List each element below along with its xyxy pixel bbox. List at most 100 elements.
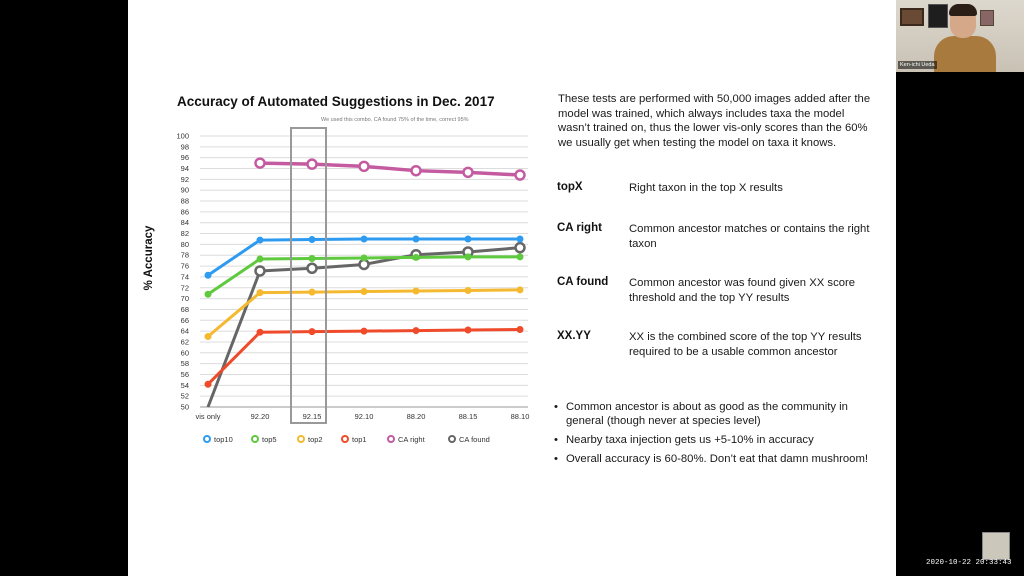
y-tick-label: 68 bbox=[181, 305, 189, 314]
y-tick-label: 58 bbox=[181, 359, 189, 368]
x-tick-label: 88.10 bbox=[511, 412, 530, 421]
series-line-top1 bbox=[206, 327, 521, 386]
data-point-ca-right bbox=[358, 160, 370, 173]
data-point-ca-found bbox=[306, 262, 318, 274]
highlighted-column-box bbox=[290, 127, 327, 424]
def-xx-yy: XX is the combined score of the top YY r… bbox=[629, 331, 862, 358]
term-ca-found: CA found bbox=[557, 276, 609, 288]
data-point-top10 bbox=[412, 235, 420, 243]
data-point-top10 bbox=[204, 271, 212, 279]
term-topx: topX bbox=[557, 181, 583, 193]
bullet-item: Overall accuracy is 60-80%. Don’t eat th… bbox=[554, 452, 874, 466]
y-tick-label: 90 bbox=[181, 186, 189, 195]
y-tick-label: 74 bbox=[181, 272, 189, 281]
chart-annotation: We used this combo. CA found 75% of the … bbox=[321, 117, 469, 123]
data-point-top10 bbox=[464, 235, 472, 243]
legend-marker-ca-right bbox=[387, 435, 395, 443]
chart-title: Accuracy of Automated Suggestions in Dec… bbox=[177, 94, 495, 109]
data-point-top10 bbox=[256, 236, 264, 244]
data-point-top1 bbox=[464, 326, 472, 334]
legend-marker-top5 bbox=[251, 435, 259, 443]
y-tick-label: 84 bbox=[181, 218, 189, 227]
data-point-top5 bbox=[412, 253, 420, 261]
data-point-ca-right bbox=[306, 158, 318, 170]
data-point-top2 bbox=[464, 286, 472, 294]
term-ca-right: CA right bbox=[557, 222, 602, 234]
def-topx: Right taxon in the top X results bbox=[629, 182, 783, 194]
bullet-list: Common ancestor is about as good as the … bbox=[554, 400, 874, 471]
legend-marker-ca-found bbox=[448, 435, 456, 443]
x-tick-label: 88.15 bbox=[459, 412, 478, 421]
participant-name-label: Ken-ichi Ueda bbox=[898, 61, 937, 69]
data-point-top10 bbox=[516, 235, 524, 243]
y-tick-label: 54 bbox=[181, 381, 189, 390]
data-point-top10 bbox=[360, 235, 368, 243]
x-tick-label: 88.20 bbox=[407, 412, 426, 421]
data-point-ca-right bbox=[514, 169, 526, 181]
y-tick-label: 88 bbox=[181, 197, 189, 206]
data-point-top1 bbox=[516, 325, 524, 333]
legend-label-top5: top5 bbox=[262, 435, 277, 444]
data-point-ca-right bbox=[410, 164, 422, 177]
accuracy-line-chart: 5052545658606264666870727476788082848688… bbox=[143, 127, 530, 444]
wall-picture bbox=[980, 10, 994, 26]
def-ca-found: Common ancestor was found given XX score… bbox=[629, 277, 856, 304]
presentation-slide: Accuracy of Automated Suggestions in Dec… bbox=[128, 0, 896, 576]
x-tick-label: 92.20 bbox=[251, 412, 270, 421]
y-tick-label: 80 bbox=[181, 240, 189, 249]
data-point-top10 bbox=[308, 236, 316, 244]
data-point-top2 bbox=[308, 288, 316, 296]
webcam-video-tile[interactable]: Ken-ichi Ueda bbox=[896, 0, 1024, 72]
y-tick-label: 70 bbox=[181, 294, 189, 303]
y-tick-label: 66 bbox=[181, 316, 189, 325]
data-point-ca-found bbox=[254, 265, 266, 277]
description-text: These tests are performed with 50,000 im… bbox=[558, 93, 871, 149]
legend-marker-top2 bbox=[297, 435, 305, 443]
y-tick-label: 62 bbox=[181, 337, 189, 346]
bullet-item: Common ancestor is about as good as the … bbox=[554, 400, 874, 428]
legend-label-ca-right: CA right bbox=[398, 435, 426, 444]
bullet-item: Nearby taxa injection gets us +5-10% in … bbox=[554, 433, 874, 447]
data-point-top5 bbox=[516, 253, 524, 261]
y-tick-label: 64 bbox=[181, 327, 189, 336]
data-point-top5 bbox=[204, 290, 212, 298]
legend-label-ca-found: CA found bbox=[459, 435, 490, 444]
y-tick-label: 72 bbox=[181, 283, 189, 292]
data-point-ca-right bbox=[462, 166, 474, 179]
term-xx-yy: XX.YY bbox=[557, 330, 591, 342]
x-tick-label: vis only bbox=[195, 412, 220, 421]
data-point-top2 bbox=[204, 333, 212, 341]
data-point-top1 bbox=[204, 380, 212, 388]
y-tick-label: 50 bbox=[181, 403, 189, 412]
data-point-ca-found bbox=[514, 241, 526, 254]
data-point-top2 bbox=[256, 289, 264, 297]
legend-marker-top10 bbox=[203, 435, 211, 443]
y-tick-label: 98 bbox=[181, 142, 189, 151]
y-tick-label: 92 bbox=[181, 175, 189, 184]
data-point-top2 bbox=[412, 287, 420, 295]
self-view-thumbnail[interactable] bbox=[982, 532, 1010, 560]
data-point-top1 bbox=[360, 327, 368, 335]
x-tick-label: 92.10 bbox=[355, 412, 374, 421]
legend-label-top10: top10 bbox=[214, 435, 233, 444]
data-point-top5 bbox=[464, 253, 472, 261]
y-tick-label: 94 bbox=[181, 164, 189, 173]
x-tick-label: 92.15 bbox=[303, 412, 322, 421]
y-tick-label: 52 bbox=[181, 392, 189, 401]
y-tick-label: 78 bbox=[181, 251, 189, 260]
participant-hair bbox=[949, 4, 977, 16]
y-axis-label: % Accuracy bbox=[143, 225, 155, 290]
legend-marker-top1 bbox=[341, 435, 349, 443]
def-ca-right: Common ancestor matches or contains the … bbox=[629, 223, 870, 250]
wall-picture bbox=[900, 8, 924, 26]
data-point-top1 bbox=[256, 328, 264, 336]
y-tick-label: 82 bbox=[181, 229, 189, 238]
data-point-top2 bbox=[360, 288, 368, 296]
data-point-top5 bbox=[360, 254, 368, 262]
legend-label-top2: top2 bbox=[308, 435, 323, 444]
y-tick-label: 96 bbox=[181, 153, 189, 162]
participant-body bbox=[934, 36, 996, 72]
y-tick-label: 60 bbox=[181, 348, 189, 357]
data-point-top2 bbox=[516, 286, 524, 294]
wall-picture bbox=[928, 4, 948, 28]
